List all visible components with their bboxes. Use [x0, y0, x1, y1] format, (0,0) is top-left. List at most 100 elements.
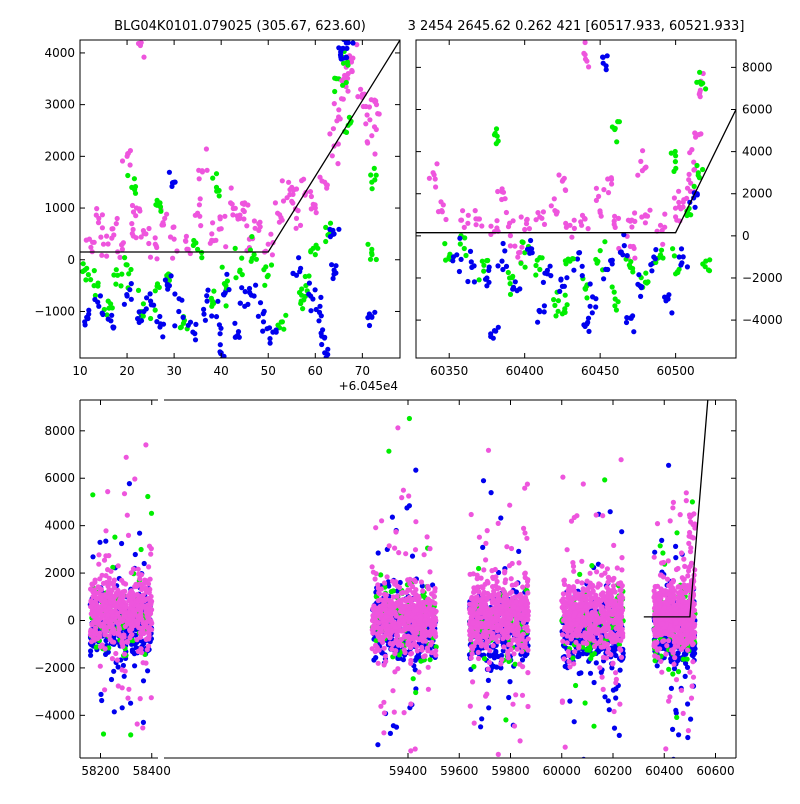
data-point — [522, 598, 527, 603]
data-point — [508, 233, 513, 238]
data-point — [131, 609, 136, 614]
data-point — [440, 209, 445, 214]
data-point — [336, 227, 341, 232]
data-point — [482, 590, 487, 595]
data-point — [485, 528, 490, 533]
data-point — [390, 607, 395, 612]
data-point — [146, 564, 151, 569]
data-point — [382, 580, 387, 585]
data-point — [643, 271, 648, 276]
data-point — [700, 167, 705, 172]
data-point — [138, 615, 143, 620]
data-point — [267, 336, 272, 341]
data-point — [589, 563, 594, 568]
data-point — [92, 590, 97, 595]
data-point — [390, 579, 395, 584]
data-point — [367, 323, 372, 328]
data-point — [516, 612, 521, 617]
data-point — [509, 576, 514, 581]
data-point — [121, 592, 126, 597]
data-point — [676, 189, 681, 194]
data-point — [221, 292, 226, 297]
data-point — [122, 491, 127, 496]
data-point — [533, 272, 538, 277]
data-point — [105, 567, 110, 572]
data-point — [336, 107, 341, 112]
data-point — [402, 710, 407, 715]
data-point — [525, 217, 530, 222]
data-point — [413, 579, 418, 584]
data-point — [652, 550, 657, 555]
data-point — [522, 486, 527, 491]
data-point — [110, 613, 115, 618]
data-point — [433, 176, 438, 181]
data-point — [501, 600, 506, 605]
data-point — [696, 132, 701, 137]
data-point — [306, 273, 311, 278]
y-tick-label: 4000 — [44, 46, 75, 60]
data-point — [124, 639, 129, 644]
data-point — [135, 316, 140, 321]
data-point — [645, 214, 650, 219]
data-point — [110, 656, 115, 661]
data-point — [146, 226, 151, 231]
data-point — [571, 268, 576, 273]
data-point — [432, 594, 437, 599]
data-point — [476, 656, 481, 661]
data-point — [486, 448, 491, 453]
data-point — [350, 40, 355, 45]
data-point — [563, 664, 568, 669]
data-point — [518, 261, 523, 266]
data-point — [233, 275, 238, 280]
data-point — [241, 216, 246, 221]
data-point — [608, 509, 613, 514]
data-point — [615, 565, 620, 570]
data-point — [404, 626, 409, 631]
data-point — [115, 657, 120, 662]
data-point — [138, 649, 143, 654]
data-point — [125, 173, 130, 178]
data-point — [507, 679, 512, 684]
data-point — [425, 597, 430, 602]
data-point — [112, 535, 117, 540]
data-point — [148, 577, 153, 582]
data-point — [98, 293, 103, 298]
data-point — [105, 613, 110, 618]
data-point — [585, 631, 590, 636]
data-point — [563, 293, 568, 298]
data-point — [118, 633, 123, 638]
data-point — [413, 547, 418, 552]
data-point — [476, 650, 481, 655]
data-point — [426, 665, 431, 670]
data-point — [563, 258, 568, 263]
data-point — [413, 519, 418, 524]
data-point — [602, 477, 607, 482]
data-point — [614, 139, 619, 144]
data-point — [520, 585, 525, 590]
data-point — [193, 322, 198, 327]
data-point — [96, 552, 101, 557]
data-point — [253, 283, 258, 288]
data-point — [319, 342, 324, 347]
data-point — [117, 255, 122, 260]
data-point — [244, 223, 249, 228]
data-point — [146, 636, 151, 641]
data-point — [606, 625, 611, 630]
data-point — [193, 213, 198, 218]
data-point — [484, 283, 489, 288]
data-point — [569, 621, 574, 626]
data-point — [603, 642, 608, 647]
data-point — [345, 59, 350, 64]
data-point — [517, 286, 522, 291]
data-point — [521, 526, 526, 531]
data-point — [679, 246, 684, 251]
data-point — [90, 240, 95, 245]
data-point — [573, 621, 578, 626]
data-point — [218, 342, 223, 347]
data-point — [541, 209, 546, 214]
data-point — [609, 175, 614, 180]
data-point — [571, 585, 576, 590]
data-point — [358, 87, 363, 92]
data-point — [593, 296, 598, 301]
data-point — [579, 580, 584, 585]
